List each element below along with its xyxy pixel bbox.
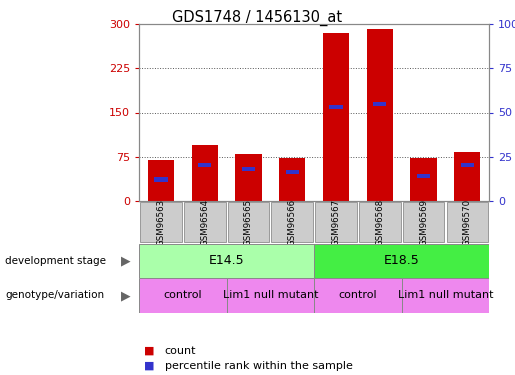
Bar bbox=[410, 158, 437, 201]
Bar bbox=[235, 154, 262, 201]
Bar bbox=[323, 33, 349, 201]
Text: ▶: ▶ bbox=[122, 289, 131, 302]
Bar bbox=[198, 164, 211, 167]
Text: ■: ■ bbox=[144, 346, 154, 355]
Text: ■: ■ bbox=[144, 361, 154, 370]
Text: E18.5: E18.5 bbox=[384, 255, 420, 267]
Bar bbox=[286, 170, 299, 174]
Text: GSM96563: GSM96563 bbox=[157, 199, 165, 246]
Bar bbox=[271, 202, 313, 243]
Text: ▶: ▶ bbox=[122, 255, 131, 267]
Bar bbox=[359, 202, 401, 243]
Bar bbox=[447, 202, 488, 243]
Bar bbox=[139, 244, 314, 278]
Text: Lim1 null mutant: Lim1 null mutant bbox=[222, 291, 318, 300]
Text: control: control bbox=[339, 291, 377, 300]
Bar bbox=[279, 158, 305, 201]
Text: percentile rank within the sample: percentile rank within the sample bbox=[165, 361, 353, 370]
Bar bbox=[227, 278, 314, 313]
Bar bbox=[140, 202, 182, 243]
Bar bbox=[228, 202, 269, 243]
Bar bbox=[242, 167, 255, 171]
Bar bbox=[373, 102, 386, 106]
Bar bbox=[314, 278, 402, 313]
Bar bbox=[148, 159, 174, 201]
Text: Lim1 null mutant: Lim1 null mutant bbox=[398, 291, 493, 300]
Text: control: control bbox=[164, 291, 202, 300]
Text: E14.5: E14.5 bbox=[209, 255, 245, 267]
Text: genotype/variation: genotype/variation bbox=[5, 291, 104, 300]
Text: GSM96564: GSM96564 bbox=[200, 199, 209, 246]
Bar bbox=[461, 164, 474, 167]
Bar bbox=[315, 202, 357, 243]
Bar bbox=[367, 29, 393, 201]
Bar bbox=[454, 153, 480, 201]
Text: GSM96566: GSM96566 bbox=[288, 199, 297, 246]
Bar bbox=[314, 244, 489, 278]
Bar bbox=[154, 177, 167, 182]
Bar bbox=[139, 278, 227, 313]
Text: count: count bbox=[165, 346, 196, 355]
Bar bbox=[402, 278, 489, 313]
Text: GSM96569: GSM96569 bbox=[419, 199, 428, 246]
Bar bbox=[330, 105, 342, 109]
Bar bbox=[403, 202, 444, 243]
Bar bbox=[192, 145, 218, 201]
Bar bbox=[417, 174, 430, 178]
Text: GSM96570: GSM96570 bbox=[463, 199, 472, 246]
Text: GSM96567: GSM96567 bbox=[332, 199, 340, 246]
Text: GSM96565: GSM96565 bbox=[244, 199, 253, 246]
Bar bbox=[184, 202, 226, 243]
Text: development stage: development stage bbox=[5, 256, 106, 266]
Text: GDS1748 / 1456130_at: GDS1748 / 1456130_at bbox=[173, 9, 342, 26]
Text: GSM96568: GSM96568 bbox=[375, 199, 384, 246]
